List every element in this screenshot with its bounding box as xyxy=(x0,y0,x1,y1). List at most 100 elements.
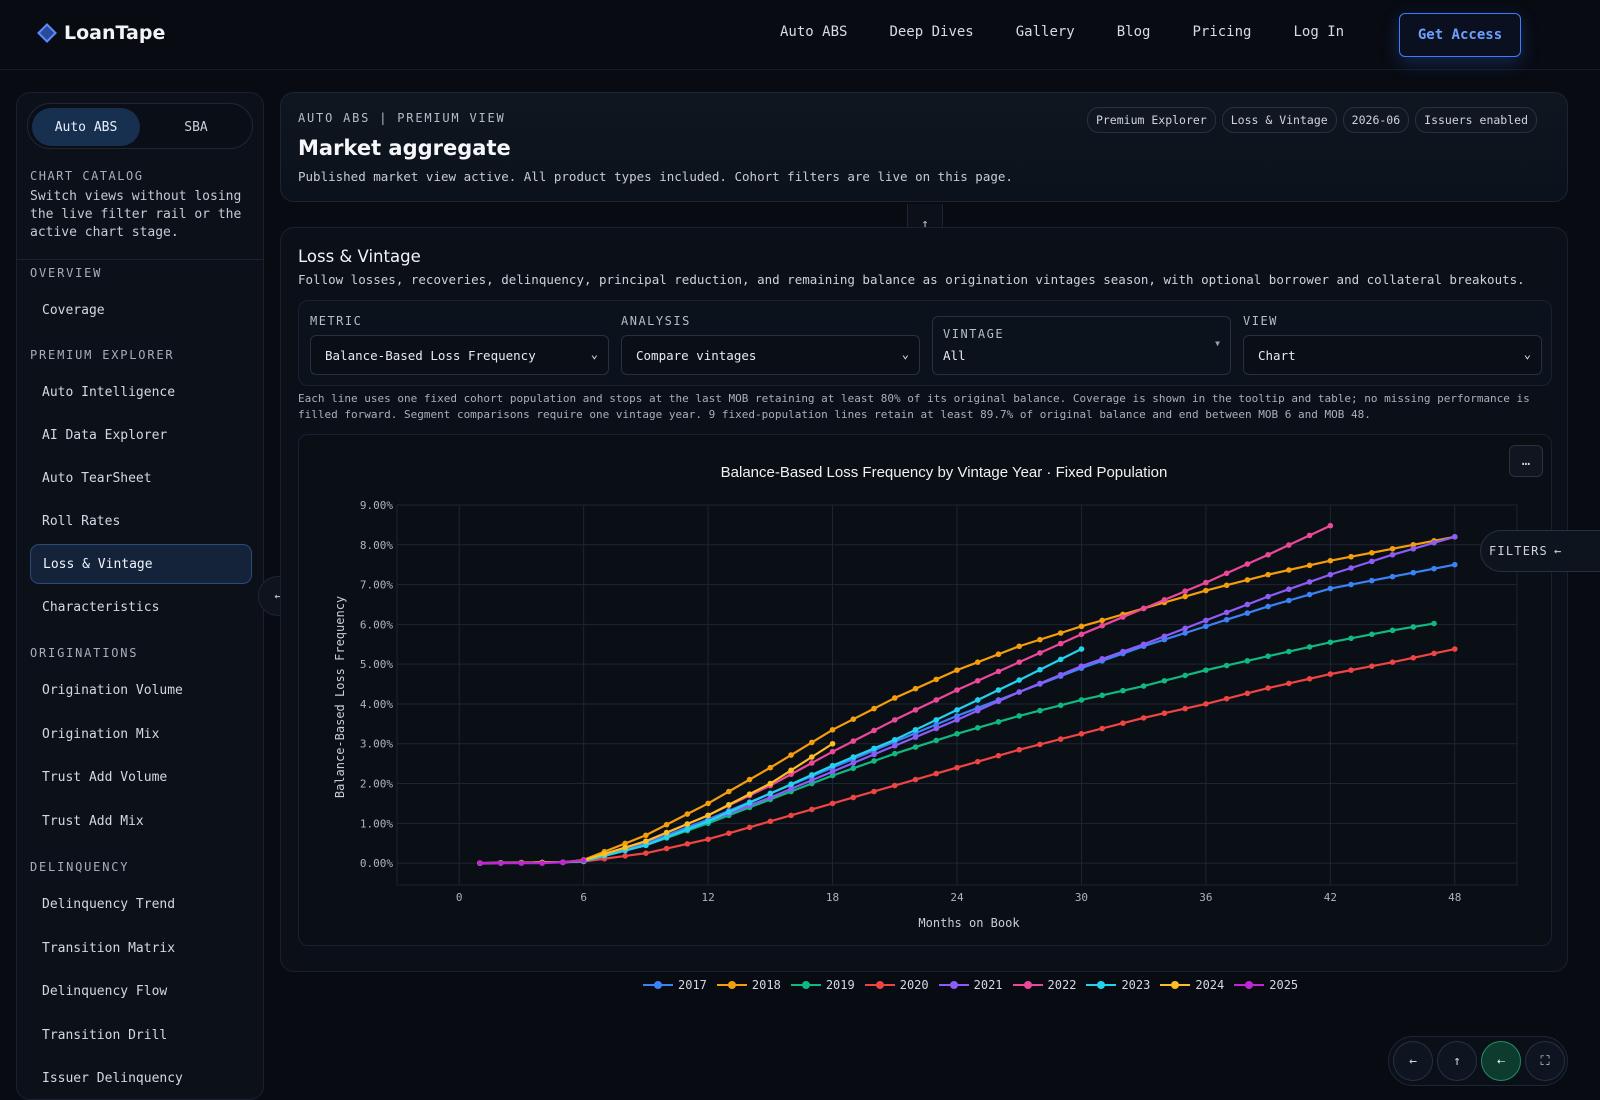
sidebar-item-origination-volume[interactable]: Origination Volume xyxy=(42,682,183,698)
data-point[interactable] xyxy=(871,788,877,795)
data-point[interactable] xyxy=(1410,569,1417,576)
data-point[interactable] xyxy=(1369,549,1375,556)
data-point[interactable] xyxy=(995,651,1002,658)
fullscreen-button[interactable]: ⛶ xyxy=(1525,1041,1565,1081)
data-point[interactable] xyxy=(1369,663,1375,669)
data-point[interactable] xyxy=(477,860,483,866)
data-point[interactable] xyxy=(1286,680,1292,687)
data-point[interactable] xyxy=(622,844,628,851)
data-point[interactable] xyxy=(705,818,711,825)
data-point[interactable] xyxy=(1410,654,1417,661)
data-point[interactable] xyxy=(663,821,670,828)
data-point[interactable] xyxy=(850,765,857,772)
data-point[interactable] xyxy=(1410,541,1417,548)
sidebar-item-delinquency-flow[interactable]: Delinquency Flow xyxy=(42,983,168,999)
data-point[interactable] xyxy=(912,734,919,740)
data-point[interactable] xyxy=(726,809,732,815)
data-point[interactable] xyxy=(1182,705,1188,712)
data-point[interactable] xyxy=(1431,565,1437,572)
data-point[interactable] xyxy=(1161,597,1168,603)
data-point[interactable] xyxy=(1016,746,1023,753)
data-point[interactable] xyxy=(850,794,857,801)
sidebar-item-delinquency-trend[interactable]: Delinquency Trend xyxy=(42,896,176,912)
data-point[interactable] xyxy=(954,730,960,737)
data-point[interactable] xyxy=(643,842,649,849)
data-point[interactable] xyxy=(850,754,857,760)
data-point[interactable] xyxy=(1306,675,1313,682)
sidebar-item-loss-vintage[interactable]: Loss & Vintage xyxy=(30,544,252,584)
data-point[interactable] xyxy=(1203,617,1209,624)
sidebar-item-transition-drill[interactable]: Transition Drill xyxy=(42,1027,168,1043)
filters-rail-toggle[interactable]: FILTERS ← xyxy=(1480,530,1600,572)
data-point[interactable] xyxy=(1037,680,1043,687)
data-point[interactable] xyxy=(767,790,774,797)
data-point[interactable] xyxy=(809,739,815,746)
data-point[interactable] xyxy=(850,716,857,723)
data-point[interactable] xyxy=(1099,656,1105,662)
data-point[interactable] xyxy=(1265,603,1271,610)
data-point[interactable] xyxy=(912,776,919,783)
data-point[interactable] xyxy=(995,752,1002,759)
data-point[interactable] xyxy=(705,800,711,807)
scroll-top-button[interactable]: ↑ xyxy=(1437,1041,1477,1081)
legend-item-2024[interactable]: 2024 xyxy=(1160,978,1224,992)
data-point[interactable] xyxy=(1348,581,1354,588)
data-point[interactable] xyxy=(871,751,877,758)
data-point[interactable] xyxy=(995,698,1002,705)
data-point[interactable] xyxy=(726,788,732,795)
data-point[interactable] xyxy=(705,812,711,819)
sidebar-item-ai-data-explorer[interactable]: AI Data Explorer xyxy=(42,427,168,443)
data-point[interactable] xyxy=(1203,623,1209,630)
data-point[interactable] xyxy=(1327,585,1334,592)
analysis-select[interactable]: Compare vintages ⌄ xyxy=(621,335,920,375)
data-point[interactable] xyxy=(1265,653,1271,660)
data-point[interactable] xyxy=(1203,579,1209,586)
data-point[interactable] xyxy=(1016,689,1023,695)
data-point[interactable] xyxy=(1140,715,1147,721)
data-point[interactable] xyxy=(1120,614,1126,620)
data-point[interactable] xyxy=(1161,710,1168,717)
data-point[interactable] xyxy=(746,776,753,783)
data-point[interactable] xyxy=(954,687,960,693)
data-point[interactable] xyxy=(1037,650,1043,656)
data-point[interactable] xyxy=(891,717,898,723)
legend-item-2025[interactable]: 2025 xyxy=(1234,978,1298,992)
data-point[interactable] xyxy=(1182,588,1188,595)
data-point[interactable] xyxy=(954,717,960,723)
data-point[interactable] xyxy=(684,821,691,827)
data-point[interactable] xyxy=(1265,593,1271,600)
data-point[interactable] xyxy=(1286,542,1292,548)
data-point[interactable] xyxy=(1451,561,1458,568)
data-point[interactable] xyxy=(1451,646,1458,652)
data-point[interactable] xyxy=(684,811,691,817)
data-point[interactable] xyxy=(1348,565,1354,571)
data-point[interactable] xyxy=(1265,571,1271,578)
data-point[interactable] xyxy=(995,668,1002,675)
data-point[interactable] xyxy=(684,841,691,847)
data-point[interactable] xyxy=(1244,690,1251,697)
data-point[interactable] xyxy=(1099,692,1105,699)
data-point[interactable] xyxy=(871,727,877,734)
data-point[interactable] xyxy=(1099,617,1105,624)
data-point[interactable] xyxy=(933,676,940,683)
data-point[interactable] xyxy=(850,738,857,744)
nav-link-pricing[interactable]: Pricing xyxy=(1192,24,1252,40)
data-point[interactable] xyxy=(1120,687,1126,694)
data-point[interactable] xyxy=(1389,659,1396,665)
legend-item-2020[interactable]: 2020 xyxy=(864,978,929,992)
data-point[interactable] xyxy=(1057,702,1064,709)
data-point[interactable] xyxy=(518,860,525,866)
data-point[interactable] xyxy=(539,860,545,866)
data-point[interactable] xyxy=(788,771,794,778)
data-point[interactable] xyxy=(974,677,981,684)
data-point[interactable] xyxy=(726,830,732,837)
data-point[interactable] xyxy=(1223,616,1230,623)
series-2021[interactable] xyxy=(477,534,1458,866)
data-point[interactable] xyxy=(1369,558,1375,565)
nav-link-gallery[interactable]: Gallery xyxy=(1015,24,1075,40)
data-point[interactable] xyxy=(974,707,981,714)
data-point[interactable] xyxy=(1203,587,1209,594)
sidebar-item-coverage[interactable]: Coverage xyxy=(42,302,105,318)
data-point[interactable] xyxy=(1203,667,1209,673)
legend-item-2017[interactable]: 2017 xyxy=(643,978,707,992)
